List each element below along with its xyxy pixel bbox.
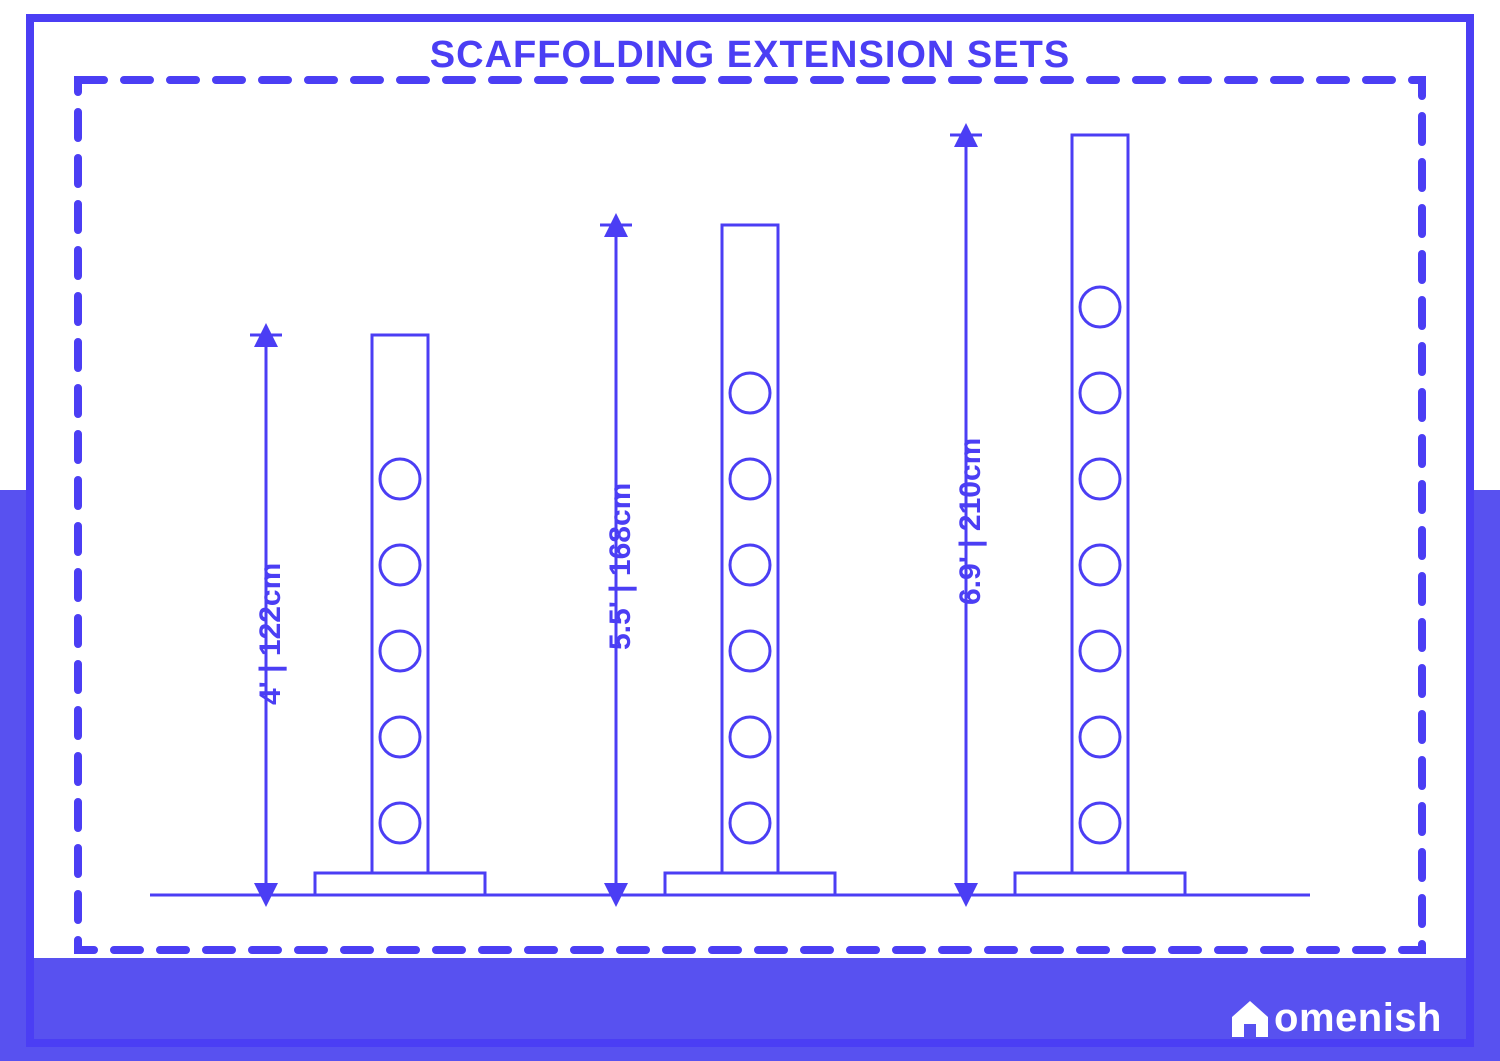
brand-text: omenish [1274,996,1442,1041]
diagram-svg [0,0,1500,1061]
diagram-canvas: SCAFFOLDING EXTENSION SETS 4' | 122cm 5.5… [0,0,1500,1061]
dimension-label-1: 5.5' | 168cm [604,483,638,650]
brand-house-icon [1228,997,1272,1041]
dimension-label-0: 4' | 122cm [254,563,288,705]
dimension-label-2: 6.9' | 210cm [954,438,988,605]
diagram-title: SCAFFOLDING EXTENSION SETS [0,34,1500,77]
brand-logo: omenish [1228,996,1442,1041]
